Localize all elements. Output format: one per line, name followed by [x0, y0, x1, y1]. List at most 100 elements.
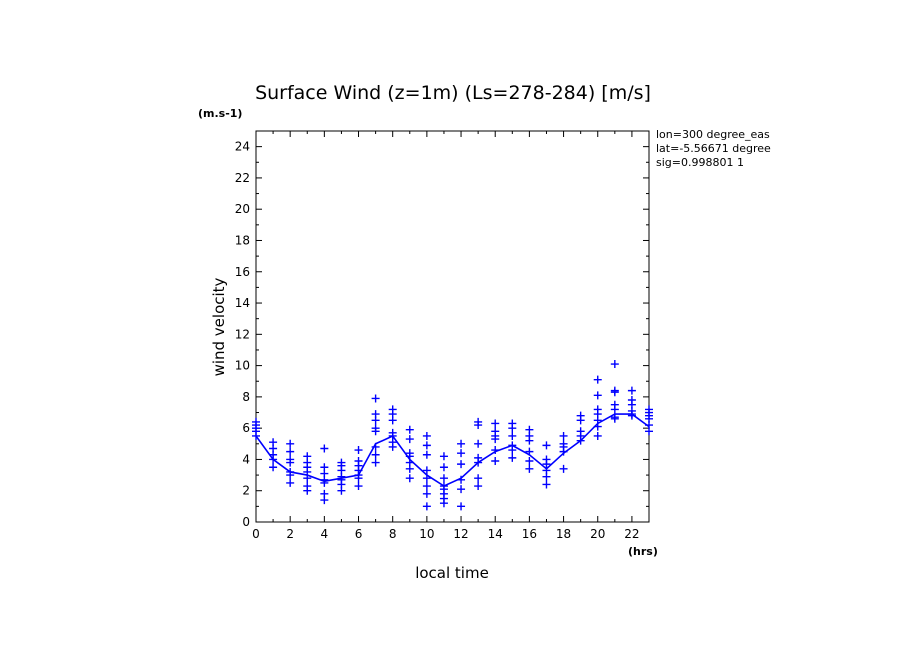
scatter-point — [286, 471, 295, 480]
scatter-point — [371, 416, 380, 425]
scatter-point — [525, 464, 534, 473]
scatter-point — [525, 447, 534, 456]
scatter-point — [269, 455, 278, 464]
scatter-point — [405, 464, 414, 473]
y-tick-label: 18 — [235, 233, 250, 247]
scatter-point — [457, 449, 466, 458]
x-tick-label: 6 — [355, 527, 363, 541]
scatter-point — [559, 447, 568, 456]
scatter-point — [354, 482, 363, 491]
scatter-point — [559, 431, 568, 440]
plot-marks — [252, 360, 653, 511]
scatter-point — [269, 463, 278, 472]
scatter-point — [559, 464, 568, 473]
scatter-point — [286, 478, 295, 487]
x-tick-label: 12 — [453, 527, 468, 541]
y-tick-label: 4 — [242, 452, 250, 466]
scatter-point — [627, 410, 636, 419]
scatter-point — [491, 446, 500, 455]
scatter-point — [610, 360, 619, 369]
scatter-point — [576, 436, 585, 445]
scatter-point — [593, 422, 602, 431]
scatter-point — [542, 472, 551, 481]
y-tick-label: 16 — [235, 265, 250, 279]
scatter-point — [405, 474, 414, 483]
scatter-point — [491, 435, 500, 444]
y-axis-label: wind velocity — [210, 277, 228, 376]
x-tick-label: 18 — [556, 527, 571, 541]
chart-title: Surface Wind (z=1m) (Ls=278-284) [m/s] — [255, 82, 651, 104]
y-tick-label: 2 — [242, 484, 250, 498]
scatter-point — [525, 436, 534, 445]
scatter-point — [439, 452, 448, 461]
info-line-lat: lat=-5.56671 degree — [656, 142, 771, 155]
scatter-point — [320, 496, 329, 505]
scatter-point — [337, 486, 346, 495]
scatter-point — [405, 425, 414, 434]
scatter-point — [439, 463, 448, 472]
scatter-point — [388, 442, 397, 451]
scatter-point — [542, 480, 551, 489]
x-tick-label: 4 — [321, 527, 329, 541]
scatter-point — [422, 450, 431, 459]
scatter-point — [422, 482, 431, 491]
scatter-point — [388, 416, 397, 425]
x-tick-label: 0 — [252, 527, 260, 541]
scatter-point — [508, 424, 517, 433]
scatter-point — [474, 474, 483, 483]
scatter-point — [593, 431, 602, 440]
y-tick-label: 8 — [242, 390, 250, 404]
y-tick-label: 24 — [235, 140, 250, 154]
x-tick-label: 8 — [389, 527, 397, 541]
scatter-point — [593, 375, 602, 384]
scatter-point — [576, 416, 585, 425]
scatter-point — [422, 502, 431, 511]
y-tick-label: 20 — [235, 202, 250, 216]
scatter-point — [439, 499, 448, 508]
x-tick-label: 2 — [286, 527, 294, 541]
scatter-point — [371, 458, 380, 467]
scatter-point — [610, 388, 619, 397]
mean-wind-line — [255, 413, 650, 487]
scatter-point — [422, 441, 431, 450]
scatter-point — [593, 391, 602, 400]
y-axis-unit: (m.s-1) — [198, 107, 242, 120]
x-tick-label: 20 — [590, 527, 605, 541]
scatter-point — [542, 441, 551, 450]
scatter-point — [354, 446, 363, 455]
scatter-point — [491, 457, 500, 466]
scatter-point — [371, 450, 380, 459]
plot-frame — [255, 130, 650, 523]
scatter-point — [525, 457, 534, 466]
scatter-point — [371, 427, 380, 436]
scatter-point — [457, 475, 466, 484]
scatter-point — [457, 485, 466, 494]
scatter-point — [422, 431, 431, 440]
scatter-point — [508, 431, 517, 440]
scatter-point — [610, 414, 619, 423]
scatter-point — [422, 489, 431, 498]
y-tick-label: 22 — [235, 171, 250, 185]
scatter-point — [354, 474, 363, 483]
x-tick-label: 22 — [624, 527, 639, 541]
y-tick-label: 0 — [242, 515, 250, 529]
scatter-point — [439, 474, 448, 483]
scatter-point — [405, 435, 414, 444]
y-tick-label: 14 — [235, 296, 250, 310]
scatter-point — [627, 386, 636, 395]
x-tick-label: 10 — [419, 527, 434, 541]
scatter-point — [474, 458, 483, 467]
scatter-point — [508, 453, 517, 462]
scatter-point — [303, 474, 312, 483]
y-tick-label: 10 — [235, 359, 250, 373]
info-line-lon: lon=300 degree_eas — [656, 128, 770, 141]
scatter-point — [457, 460, 466, 469]
scatter-point — [474, 421, 483, 430]
scatter-point — [371, 394, 380, 403]
x-tick-label: 14 — [488, 527, 503, 541]
x-axis-label: local time — [415, 564, 489, 582]
scatter-point — [508, 446, 517, 455]
scatter-point — [457, 502, 466, 511]
